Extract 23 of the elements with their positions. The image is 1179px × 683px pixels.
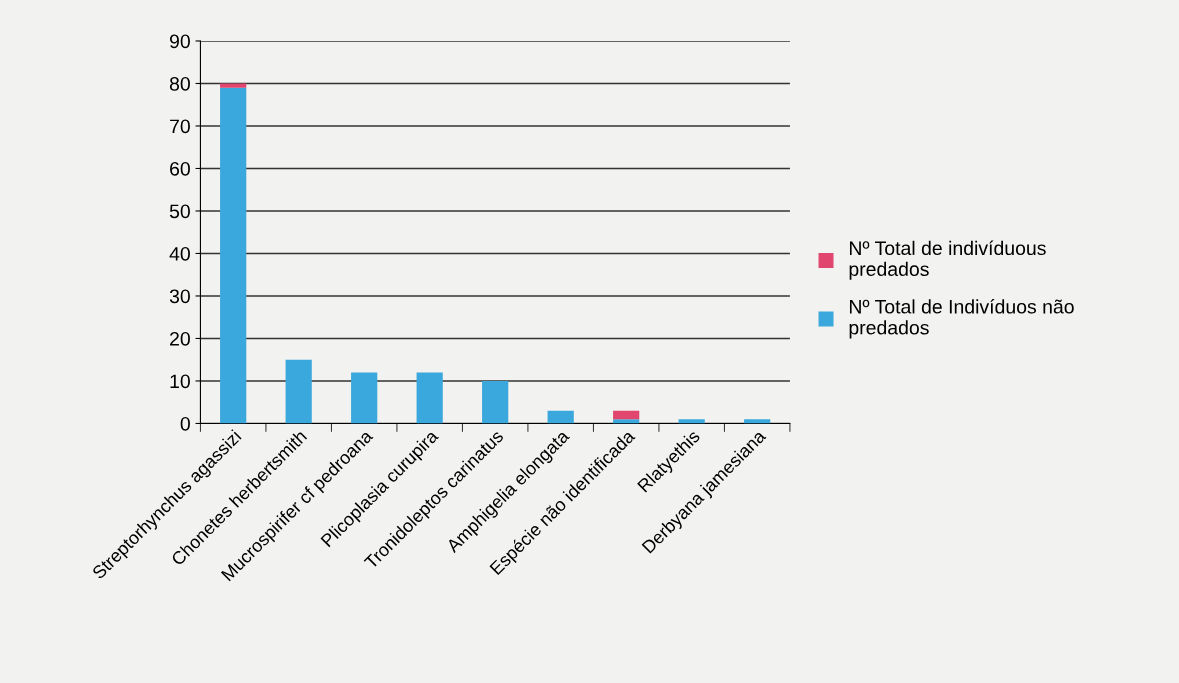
- bar: [613, 419, 640, 424]
- y-tick-label: 50: [169, 204, 190, 219]
- bar: [547, 410, 574, 424]
- bar: [744, 419, 771, 424]
- y-tick-label: 90: [169, 34, 190, 49]
- y-tick-label: 20: [170, 331, 190, 346]
- legend-label: Nº Total de indivíduous predados: [849, 240, 1046, 280]
- y-tick-label: 70: [170, 119, 190, 134]
- y-tick-label: 30: [169, 289, 190, 304]
- bar: [416, 372, 443, 424]
- bar: [220, 87, 247, 424]
- y-tick-label: 80: [169, 76, 190, 91]
- y-tick-label: 0: [180, 416, 190, 431]
- y-tick-label: 10: [170, 374, 190, 389]
- y-tick-label: 60: [170, 161, 190, 176]
- bar: [482, 380, 509, 424]
- bar: [351, 372, 378, 424]
- legend-label: Nº Total de Indivíduos não predados: [849, 299, 1074, 339]
- bar: [613, 410, 640, 420]
- bar: [285, 359, 312, 424]
- bar: [220, 83, 247, 88]
- y-tick-label: 40: [169, 246, 190, 261]
- bar: [678, 419, 705, 424]
